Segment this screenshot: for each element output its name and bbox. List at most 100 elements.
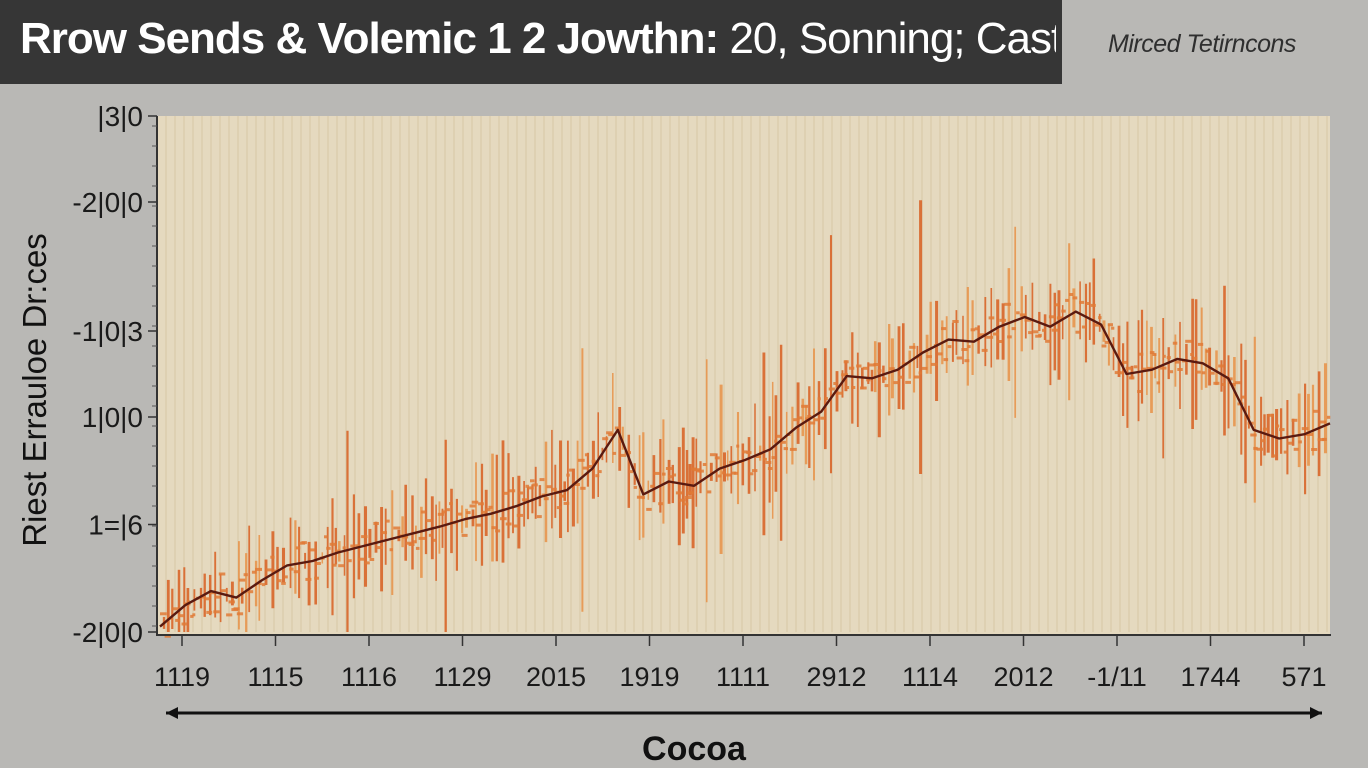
noise-mark	[569, 468, 573, 472]
noise-mark	[449, 502, 453, 506]
noise-mark	[295, 546, 301, 550]
y-tick-label: -2|0|0	[72, 187, 143, 218]
noise-mark	[762, 457, 767, 461]
noise-mark	[525, 484, 529, 488]
noise-mark	[606, 431, 613, 435]
noise-mark	[841, 373, 849, 377]
noise-mark	[513, 524, 519, 528]
noise-mark	[588, 465, 593, 468]
noise-mark	[1205, 349, 1209, 353]
noise-mark	[1007, 335, 1012, 339]
noise-mark	[573, 483, 580, 486]
noise-mark	[270, 555, 275, 559]
noise-mark	[338, 564, 344, 568]
noise-mark	[326, 546, 331, 550]
noise-mark	[687, 491, 694, 495]
noise-mark	[873, 363, 880, 366]
noise-mark	[1061, 309, 1066, 313]
noise-mark	[653, 471, 660, 475]
noise-mark	[1079, 300, 1085, 304]
noise-mark	[393, 526, 401, 530]
noise-mark	[725, 473, 731, 477]
noise-mark	[1004, 302, 1011, 306]
noise-mark	[559, 494, 566, 498]
noise-mark	[1291, 418, 1298, 422]
noise-mark	[578, 458, 585, 462]
noise-mark	[160, 612, 167, 616]
noise-mark	[342, 546, 346, 550]
noise-mark	[629, 470, 633, 474]
noise-mark	[332, 563, 337, 567]
noise-mark	[848, 366, 855, 370]
noise-mark	[580, 486, 586, 490]
noise-mark	[1056, 316, 1063, 320]
noise-mark	[641, 496, 645, 500]
noise-mark	[1162, 354, 1166, 358]
noise-mark	[914, 375, 920, 379]
noise-mark	[658, 502, 663, 506]
noise-mark	[1069, 293, 1074, 296]
noise-mark	[774, 439, 778, 443]
noise-mark	[1111, 326, 1115, 330]
noise-mark	[1193, 356, 1198, 360]
noise-mark	[741, 450, 748, 454]
noise-mark	[373, 522, 379, 525]
noise-mark	[851, 386, 856, 389]
noise-mark	[1019, 313, 1027, 317]
noise-mark	[1090, 303, 1096, 307]
noise-mark	[937, 352, 943, 356]
noise-mark	[1160, 366, 1167, 370]
noise-mark	[595, 474, 600, 478]
x-tick-label: 1114	[902, 662, 958, 692]
noise-mark	[247, 590, 254, 594]
noise-mark	[690, 467, 696, 471]
x-tick-label: 2015	[526, 662, 586, 692]
x-tick-label: 1744	[1180, 662, 1240, 692]
noise-mark	[461, 533, 468, 537]
noise-mark	[437, 512, 445, 516]
noise-mark	[668, 475, 672, 479]
noise-mark	[1230, 383, 1236, 386]
noise-mark	[261, 583, 266, 587]
noise-mark	[941, 327, 947, 331]
noise-mark	[978, 333, 985, 337]
noise-mark	[662, 472, 666, 476]
noise-mark	[882, 377, 887, 381]
noise-mark	[817, 397, 821, 401]
x-tick-label: 1111	[716, 662, 770, 692]
noise-mark	[171, 607, 179, 611]
noise-mark	[1175, 360, 1180, 364]
noise-mark	[1293, 447, 1299, 451]
noise-mark	[771, 456, 775, 460]
noise-mark	[918, 371, 922, 375]
noise-mark	[584, 453, 589, 457]
noise-mark	[714, 456, 720, 460]
noise-mark	[1172, 341, 1178, 345]
noise-mark	[536, 515, 542, 519]
noise-mark	[684, 496, 692, 499]
noise-mark	[1053, 303, 1060, 307]
noise-mark	[1275, 424, 1280, 428]
noise-mark	[289, 567, 294, 571]
noise-mark	[209, 591, 215, 595]
noise-mark	[527, 486, 534, 490]
noise-mark	[186, 600, 190, 603]
noise-mark	[1253, 446, 1258, 450]
noise-mark	[281, 581, 286, 585]
noise-mark	[500, 517, 507, 521]
noise-mark	[755, 455, 761, 458]
noise-mark	[1313, 409, 1319, 413]
noise-mark	[355, 544, 361, 548]
noise-mark	[1142, 367, 1147, 371]
noise-mark	[1262, 427, 1268, 431]
noise-mark	[1137, 390, 1142, 393]
noise-mark	[347, 559, 352, 563]
noise-mark	[717, 474, 722, 478]
noise-mark	[1118, 371, 1123, 375]
noise-mark	[519, 491, 524, 495]
x-tick-label: -1/11	[1087, 662, 1147, 692]
noise-mark	[539, 478, 545, 482]
noise-mark	[1286, 441, 1292, 445]
noise-mark	[1028, 331, 1032, 335]
noise-mark	[491, 526, 496, 530]
